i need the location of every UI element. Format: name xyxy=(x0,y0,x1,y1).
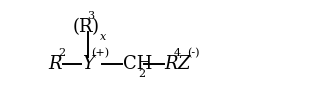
Text: R: R xyxy=(165,55,178,73)
Text: 4: 4 xyxy=(174,48,181,58)
Text: 2: 2 xyxy=(59,48,66,58)
Text: x: x xyxy=(100,32,106,42)
Text: Z: Z xyxy=(178,55,190,73)
Text: ): ) xyxy=(91,18,98,36)
Text: 2: 2 xyxy=(139,69,146,79)
Text: (-): (-) xyxy=(187,48,199,58)
Text: (+): (+) xyxy=(91,48,109,58)
Text: Y: Y xyxy=(82,55,94,73)
Text: 3: 3 xyxy=(88,11,95,20)
Text: (R: (R xyxy=(73,18,93,36)
Text: CH: CH xyxy=(123,55,152,73)
Text: R: R xyxy=(49,55,62,73)
